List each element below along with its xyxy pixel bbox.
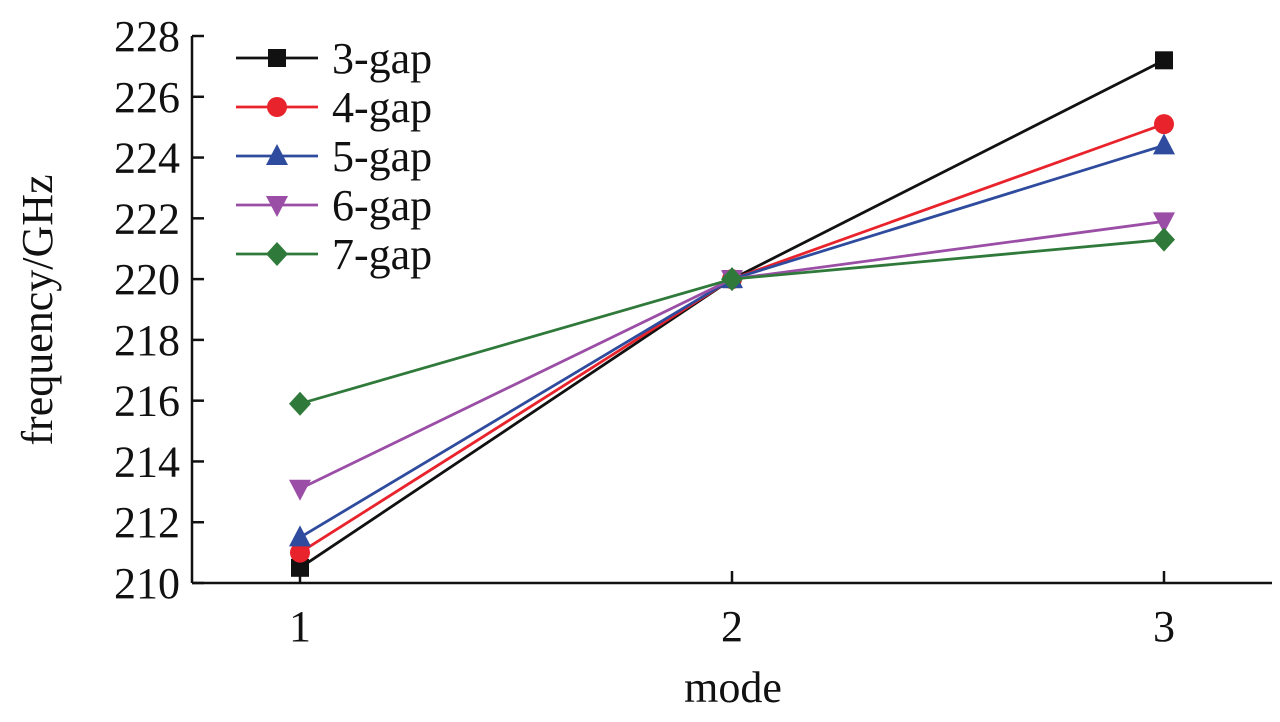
y-tick-label: 228	[114, 12, 180, 61]
legend-marker	[267, 97, 287, 117]
series-7-gap	[289, 227, 1175, 416]
data-point	[1153, 133, 1175, 155]
x-tick-label: 3	[1153, 602, 1175, 651]
legend-entry: 6-gap	[236, 181, 432, 230]
legend-entry: 4-gap	[236, 83, 432, 132]
y-axis-title: frequency/GHz	[13, 174, 62, 445]
y-tick-label: 224	[114, 134, 180, 183]
data-point	[1154, 114, 1174, 135]
x-tick-label: 1	[289, 602, 311, 651]
data-point	[1153, 212, 1175, 234]
data-point	[289, 391, 311, 416]
x-axis-title: mode	[684, 663, 782, 712]
axes: 210 212 214 216 218 220 222 224 226 228 1 2 3	[114, 12, 1272, 651]
data-point	[289, 525, 311, 547]
legend-entry: 7-gap	[236, 230, 432, 279]
legend-marker	[268, 49, 286, 67]
y-tick-label: 222	[114, 194, 180, 243]
data-point	[1155, 51, 1173, 70]
y-tick-label: 214	[114, 437, 180, 486]
data-point	[289, 479, 311, 501]
y-tick-label: 220	[114, 255, 180, 304]
legend-entry: 5-gap	[236, 132, 432, 181]
y-tick-label: 210	[114, 559, 180, 608]
legend-label: 7-gap	[332, 230, 432, 279]
data-point	[290, 542, 310, 563]
legend-label: 3-gap	[332, 34, 432, 83]
data-point	[1153, 227, 1175, 252]
legend-entry: 3-gap	[236, 34, 432, 83]
series-layer	[289, 51, 1175, 577]
legend-marker	[266, 242, 288, 266]
legend-marker	[266, 144, 288, 165]
legend-label: 5-gap	[332, 132, 432, 181]
y-tick-label: 218	[114, 316, 180, 365]
y-tick-label: 226	[114, 73, 180, 122]
legend-label: 6-gap	[332, 181, 432, 230]
legend-label: 4-gap	[332, 83, 432, 132]
y-tick-label: 216	[114, 377, 180, 426]
x-tick-label: 2	[721, 602, 743, 651]
y-tick-label: 212	[114, 498, 180, 547]
data-point	[291, 558, 309, 577]
legend-marker	[266, 196, 288, 217]
data-point	[721, 267, 743, 292]
